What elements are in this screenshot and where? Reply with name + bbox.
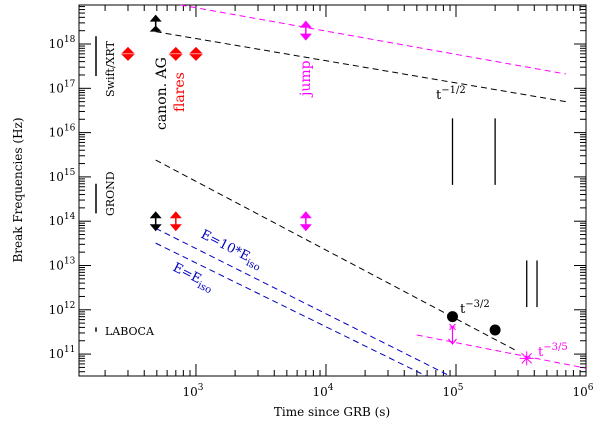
annotation-flares: flares [172, 72, 188, 112]
circle-marker [446, 311, 458, 323]
arrow-down-head [149, 224, 162, 232]
model-line [180, 4, 566, 75]
x-tick-labels: 103 104 105 106 [182, 383, 593, 399]
arrow-up-head [299, 211, 312, 219]
model-line [155, 227, 451, 377]
band-label-swift: Swift/XRT [104, 40, 117, 97]
circle-marker [489, 324, 501, 336]
star-small [449, 323, 456, 331]
x-axis-label: Time since GRB (s) [274, 405, 390, 419]
x-tick-label: 104 [312, 383, 333, 399]
band-label-grond: GROND [104, 171, 117, 216]
annotation-canon-ag: canon. AG [154, 57, 170, 130]
y-tick-label: 1012 [49, 301, 76, 317]
annotation-e-eiso: E=Eiso [169, 260, 217, 296]
arrow-up-head [149, 211, 162, 219]
annotation-t-3-2: t−3/2 [460, 299, 490, 317]
arrow-up-head [149, 14, 162, 22]
y-tick-labels: 1011 1012 1013 1014 1015 1016 1017 1018 [49, 35, 76, 361]
annotation-e10-eiso: E=10*Eiso [197, 227, 265, 274]
arrow-down-head [299, 224, 312, 232]
x-tick-label: 106 [572, 383, 593, 399]
arrow-up-head [169, 211, 182, 219]
y-tick-label: 1015 [49, 168, 76, 184]
y-tick-label: 1011 [49, 345, 76, 361]
y-axis-label: Break Frequencies (Hz) [11, 117, 25, 262]
model-line [155, 31, 566, 103]
model-lines [155, 4, 587, 377]
axis-ticks [79, 5, 587, 376]
model-line [416, 334, 587, 369]
y-tick-label: 1018 [49, 35, 76, 51]
y-tick-label: 1016 [49, 124, 76, 140]
model-line [155, 242, 427, 377]
y-tick-label: 1013 [49, 256, 76, 272]
data-points [120, 14, 534, 366]
star-marker [521, 353, 533, 364]
annotation-t-3-5: t−3/5 [538, 342, 568, 360]
annotation-jump: jump [298, 60, 314, 98]
x-tick-label: 105 [442, 383, 463, 399]
model-line [155, 159, 517, 352]
y-tick-label: 1017 [49, 79, 76, 95]
triangle-marker [149, 25, 162, 32]
x-tick-label: 103 [182, 383, 203, 399]
vertical-segments [451, 118, 538, 308]
arrow-up-head [299, 20, 312, 28]
arrow-down-head [299, 33, 312, 41]
y-tick-label: 1014 [49, 212, 76, 228]
band-label-laboca: LABOCA [105, 325, 155, 338]
annotation-t-half: t−1/2 [436, 85, 466, 103]
arrow-down-head [448, 338, 457, 345]
arrow-down-head [169, 224, 182, 232]
